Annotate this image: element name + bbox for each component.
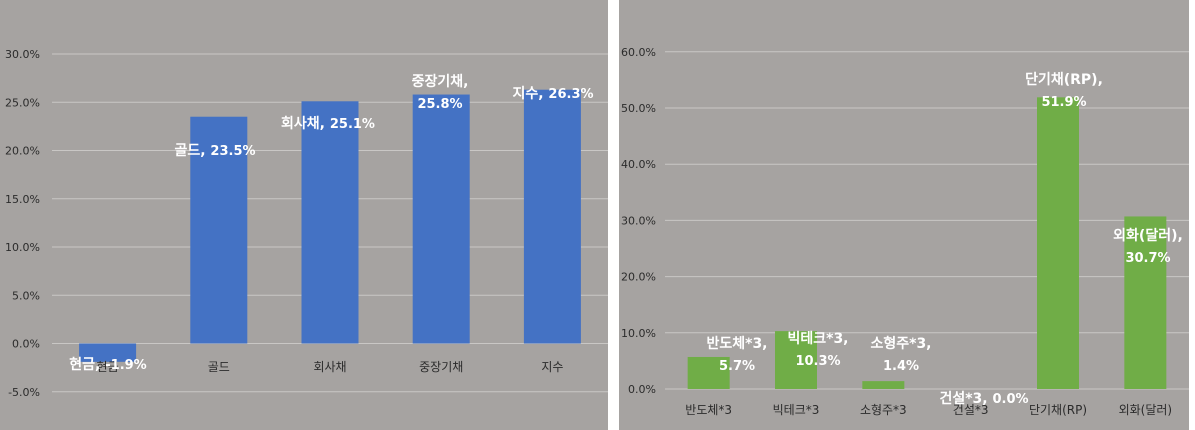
data-label: 소형주*3, 1.4% bbox=[870, 335, 931, 374]
x-tick-label: 반도체*3 bbox=[685, 403, 732, 417]
data-label: 빅테크*3, 10.3% bbox=[787, 330, 848, 369]
data-label-category: 현금, bbox=[69, 357, 105, 373]
x-tick-label: 골드 bbox=[208, 360, 230, 374]
x-tick-label: 빅테크*3 bbox=[773, 403, 820, 417]
data-label-value: 1.4% bbox=[883, 359, 919, 374]
y-tick-label: 10.0% bbox=[5, 241, 40, 254]
data-label-value: 26.3% bbox=[548, 87, 593, 102]
x-tick-label: 외화(달러) bbox=[1119, 403, 1173, 417]
data-label: 외화(달러), 30.7% bbox=[1113, 227, 1183, 266]
data-label-value: -1.9% bbox=[105, 358, 146, 373]
data-label-category: 반도체*3, bbox=[706, 335, 767, 352]
data-label-value: 5.7% bbox=[719, 359, 755, 374]
data-label: 단기채(RP), 51.9% bbox=[1025, 71, 1103, 110]
x-tick-label: 회사채 bbox=[313, 360, 346, 374]
chart-right: 0.0% 10.0% 20.0% 30.0% 40.0% 50.0% 60.0% 반도체*3 반… bbox=[621, 46, 1189, 417]
data-label-category: 골드, bbox=[174, 143, 210, 159]
data-label-category: 외화(달러), bbox=[1113, 227, 1183, 244]
data-label-category: 회사채, bbox=[281, 116, 330, 132]
y-tick-label: 20.0% bbox=[5, 145, 40, 158]
y-tick-label: 0.0% bbox=[628, 383, 656, 396]
y-tick-label: 15.0% bbox=[5, 193, 40, 206]
data-label: 회사채, 25.1% bbox=[281, 116, 375, 132]
data-label-category: 소형주*3, bbox=[870, 335, 931, 352]
y-tick-label: 0.0% bbox=[12, 338, 40, 351]
y-tick-label: 50.0% bbox=[621, 102, 656, 115]
bar bbox=[775, 331, 817, 389]
x-tick-label: 소형주*3 bbox=[860, 403, 907, 417]
data-label-category: 중장기채, bbox=[412, 73, 469, 90]
x-tick-label: 단기채(RP) bbox=[1029, 403, 1087, 417]
data-label-category: 빅테크*3, bbox=[787, 330, 848, 347]
data-label: 골드, 23.5% bbox=[174, 143, 255, 159]
y-tick-label: 60.0% bbox=[621, 46, 656, 59]
data-label-value: 25.1% bbox=[330, 117, 375, 132]
y-tick-label: 20.0% bbox=[621, 271, 656, 284]
y-tick-label: 30.0% bbox=[5, 48, 40, 61]
x-tick-label: 지수 bbox=[541, 360, 563, 374]
data-label: 현금, -1.9% bbox=[69, 357, 146, 373]
x-tick-label: 건설*3 bbox=[953, 403, 989, 417]
y-tick-label: 40.0% bbox=[621, 158, 656, 171]
x-tick-label: 현금 bbox=[97, 360, 119, 374]
data-label-category: 단기채(RP), bbox=[1025, 71, 1103, 88]
bar bbox=[523, 89, 581, 344]
chart-right-panel: 0.0% 10.0% 20.0% 30.0% 40.0% 50.0% 60.0% 반도체*3 반… bbox=[619, 0, 1189, 430]
bar bbox=[79, 343, 137, 362]
data-label-value: 0.0% bbox=[992, 392, 1028, 407]
bar bbox=[1124, 216, 1167, 389]
data-label-value: 51.9% bbox=[1041, 95, 1086, 110]
x-tick-label: 중장기채 bbox=[419, 360, 463, 374]
data-label-category: 지수, bbox=[512, 86, 548, 102]
y-tick-label: -5.0% bbox=[8, 386, 40, 399]
bar bbox=[687, 356, 730, 389]
bar bbox=[301, 101, 359, 344]
data-label-value: 25.8% bbox=[417, 97, 462, 112]
y-tick-label: 25.0% bbox=[5, 96, 40, 109]
chart-left-panel: -5.0% 0.0% 5.0% 10.0% 15.0% 20.0% 25.0% 30.0% 현금… bbox=[0, 0, 608, 430]
y-tick-label: 10.0% bbox=[621, 327, 656, 340]
data-label-value: 23.5% bbox=[210, 144, 255, 159]
data-label: 건설*3, 0.0% bbox=[939, 390, 1028, 407]
y-tick-label: 5.0% bbox=[12, 289, 40, 302]
data-label-category: 건설*3, bbox=[939, 390, 992, 407]
data-label: 반도체*3, 5.7% bbox=[706, 335, 767, 374]
data-label: 중장기채, 25.8% bbox=[412, 73, 469, 112]
data-label-value: 10.3% bbox=[795, 354, 840, 369]
bar bbox=[1037, 97, 1079, 390]
data-label: 지수, 26.3% bbox=[512, 86, 593, 102]
bar bbox=[190, 116, 248, 344]
bar bbox=[862, 381, 905, 389]
data-label-value: 30.7% bbox=[1125, 251, 1170, 266]
y-tick-label: 30.0% bbox=[621, 214, 656, 227]
chart-left: -5.0% 0.0% 5.0% 10.0% 15.0% 20.0% 25.0% 30.0% 현금… bbox=[5, 48, 608, 399]
bar bbox=[412, 94, 470, 344]
